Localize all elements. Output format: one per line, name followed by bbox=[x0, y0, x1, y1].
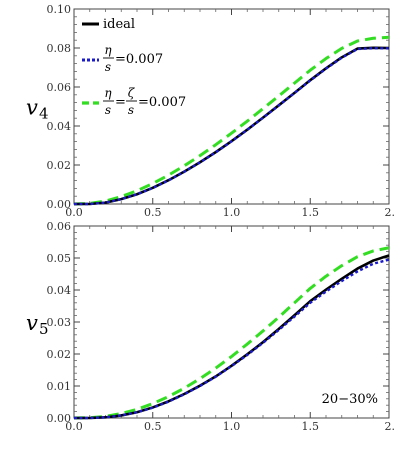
y-axis-label-subscript: 4 bbox=[39, 105, 49, 123]
y-axis-label-subscript: 5 bbox=[39, 320, 49, 338]
x-tick-label: 2. bbox=[385, 206, 396, 219]
legend-zeta-denominator: s bbox=[128, 103, 134, 117]
y-tick-label: 0.03 bbox=[47, 316, 72, 329]
y-tick-label: 0.05 bbox=[47, 252, 72, 265]
y-tick-label: 0.02 bbox=[47, 348, 72, 361]
x-tick-label: 1.5 bbox=[302, 206, 320, 219]
legend-eta-denominator: s bbox=[105, 60, 111, 74]
legend-eta2-denominator: s bbox=[105, 103, 111, 117]
x-tick-label: 0.5 bbox=[144, 206, 162, 219]
panel-v5: 0.00 0.01 0.02 0.03 0.04 0.05 0.06 0.0 0.5 1.0 1.5… bbox=[26, 220, 395, 433]
x-tick-label: 0.0 bbox=[65, 206, 83, 219]
legend-eta-value: =0.007 bbox=[115, 52, 163, 67]
y-tick-label: 0.06 bbox=[47, 220, 72, 233]
series-eta-line bbox=[74, 47, 390, 206]
y-axis-label: v bbox=[26, 96, 38, 120]
series-ideal-line bbox=[74, 254, 390, 420]
legend-eta-numerator: η bbox=[104, 43, 112, 57]
legend-eta-zeta-value: =0.007 bbox=[138, 95, 186, 110]
y-tick-label: 0.00 bbox=[47, 412, 72, 425]
x-tick-label: 1.5 bbox=[302, 420, 320, 433]
y-axis-label: v bbox=[26, 311, 38, 335]
x-tick-label: 2. bbox=[385, 420, 396, 433]
x-tick-label: 1.0 bbox=[223, 420, 241, 433]
y-tick-label: 0.08 bbox=[47, 42, 72, 55]
centrality-annotation: 20−30% bbox=[322, 392, 378, 407]
series-ideal-line bbox=[74, 46, 390, 206]
legend-zeta-numerator: ζ bbox=[128, 86, 136, 100]
plot-frame bbox=[73, 225, 390, 419]
legend-eta2-numerator: η bbox=[104, 86, 112, 100]
series-eta-zeta-line bbox=[73, 35, 390, 206]
y-tick-label: 0.00 bbox=[47, 198, 72, 211]
series-eta-zeta-line bbox=[73, 246, 390, 420]
x-tick-label: 0.0 bbox=[65, 420, 83, 433]
y-tick-label: 0.06 bbox=[47, 81, 72, 94]
panel-v4: 0.00 0.02 0.04 0.06 0.08 0.10 0.0 0.5 1.0 1.5 2. v 4… bbox=[26, 3, 395, 219]
y-tick-label: 0.04 bbox=[47, 284, 72, 297]
y-tick-label: 0.04 bbox=[47, 120, 72, 133]
x-tick-label: 1.0 bbox=[223, 206, 241, 219]
legend-label-ideal: ideal bbox=[103, 17, 135, 32]
x-tick-label: 0.5 bbox=[144, 420, 162, 433]
legend-equals-sign: = bbox=[115, 95, 126, 110]
y-tick-label: 0.02 bbox=[47, 159, 72, 172]
y-tick-label: 0.10 bbox=[47, 3, 72, 16]
y-tick-label: 0.01 bbox=[47, 380, 72, 393]
